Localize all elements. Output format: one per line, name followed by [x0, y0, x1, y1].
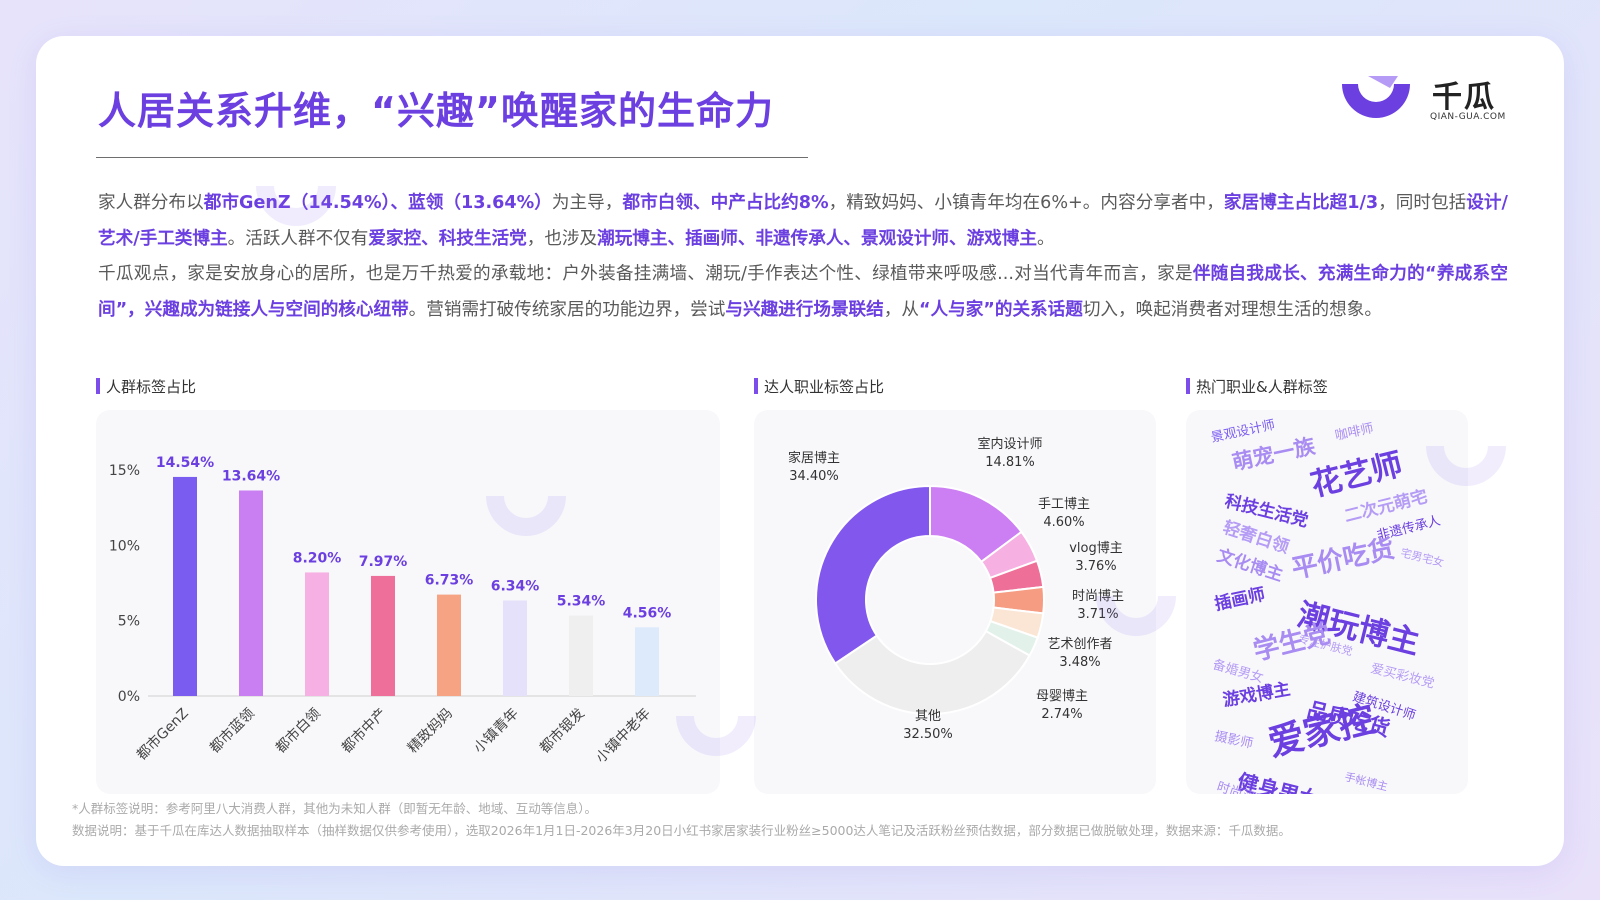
bar-value-label: 8.20% [293, 550, 342, 566]
donut-chart-panel: 家居博主 34.40% 室内设计师 14.81% 手工博主 4.60% vlog博主 3.76… [754, 410, 1156, 794]
summary-paragraph-1: 家人群分布以都市GenZ（14.54%）、蓝领（13.64%）为主导，都市白领、… [98, 186, 1508, 257]
summary-text-run: 。活跃人群不仅有 [227, 228, 369, 249]
slice-label: 其他 [915, 709, 941, 724]
word-cloud-term: 学生党 [1250, 618, 1333, 667]
bar-value-label: 4.56% [623, 605, 672, 621]
bar [239, 490, 263, 696]
word-cloud-panel: 景观设计师 咖啡师 萌宠一族 花艺师 科技生活党 二次元萌宅 非遗传承人 轻奢白领 宅男宅女 平价… [1186, 410, 1468, 813]
x-tick-label: 都市GenZ [133, 705, 192, 764]
word-cloud-term: 咖啡师 [1334, 421, 1375, 444]
word-cloud-term: 萌宠一族 [1230, 434, 1318, 475]
slice-percent: 14.81% [985, 455, 1035, 470]
slice-label: 母婴博主 [1036, 689, 1088, 704]
slice-label: 手工博主 [1038, 497, 1090, 512]
slice-percent: 4.60% [1043, 515, 1084, 530]
summary-text-run: ，精致妈妈、小镇青年均在6%+。内容分享者中， [828, 193, 1224, 213]
brand-logo-icon [1342, 76, 1410, 118]
brand-domain: QIAN-GUA.COM [1430, 112, 1506, 122]
highlight-text: 设计/艺术/手工类博主 [98, 193, 1508, 249]
x-tick-label: 小镇中老年 [593, 706, 654, 767]
slice-percent: 2.74% [1041, 707, 1082, 722]
bar [635, 627, 659, 696]
summary-text-run: 。 [1036, 228, 1055, 249]
brand-logo: 千瓜 QIAN-GUA.COM [1338, 70, 1528, 126]
x-tick-label: 都市蓝领 [206, 705, 258, 757]
bar [503, 600, 527, 696]
y-tick-label: 0% [118, 689, 140, 705]
slice-percent: 3.76% [1075, 559, 1116, 574]
bar-value-label: 14.54% [156, 455, 214, 471]
word-cloud-term: 宅男宅女 [1399, 545, 1445, 569]
bar [371, 575, 395, 696]
bar-value-label: 13.64% [222, 468, 280, 484]
slice-label: 家居博主 [788, 450, 840, 466]
highlight-text: 家居博主占比超1/3 [1223, 193, 1379, 213]
report-card: 人居关系升维，“兴趣”唤醒家的生命力 千瓜 QIAN-GUA.COM 家人群分布… [36, 36, 1564, 866]
highlight-text: 潮玩博主、插画师、非遗传承人、景观设计师、游戏博主 [597, 228, 1037, 249]
highlight-text: “人与家”的关系话题 [918, 299, 1083, 320]
slice-percent: 3.71% [1077, 607, 1118, 622]
y-tick-label: 15% [109, 463, 140, 479]
brand-name: 千瓜 [1432, 80, 1496, 115]
word-cloud-term: 摄影师 [1213, 729, 1254, 752]
highlight-text: 伴随自我成长、充满生命力的“养成系空间”，兴趣成为链接人与空间的核心纽带 [98, 264, 1508, 320]
summary-paragraph-2: 千瓜观点，家是安放身心的居所，也是万千热爱的承载地：户外装备挂满墙、潮玩/手作表… [98, 257, 1508, 328]
bar-value-label: 5.34% [557, 594, 606, 610]
summary-text: 家人群分布以都市GenZ（14.54%）、蓝领（13.64%）为主导，都市白领、… [98, 186, 1508, 328]
slice-percent: 32.50% [903, 727, 953, 742]
word-cloud-term: 手帐博主 [1343, 769, 1389, 793]
word-cloud-term: 景观设计师 [1210, 418, 1277, 446]
summary-text-run: 切入，唤起消费者对理想生活的想象。 [1082, 299, 1382, 320]
x-tick-label: 小镇青年 [471, 706, 522, 757]
highlight-text: 都市白领、中产占比约8% [622, 193, 829, 213]
summary-text-run: ，也涉及 [526, 228, 598, 249]
highlight-text: 都市GenZ（14.54%）、蓝领（13.64%） [203, 193, 552, 213]
page-title: 人居关系升维，“兴趣”唤醒家的生命力 [98, 89, 774, 133]
summary-text-run: 。营销需打破传统家居的功能边界，尝试 [408, 299, 726, 320]
word-cloud-term: 平价吃货 [1289, 533, 1397, 585]
donut-section-title: 达人职业标签占比 [754, 376, 884, 397]
summary-text-run: ，从 [883, 299, 919, 320]
bar-section-title: 人群标签占比 [96, 376, 196, 397]
bar-value-label: 6.73% [425, 573, 474, 589]
donut-slice [833, 629, 1031, 715]
slice-label: 艺术创作者 [1047, 637, 1112, 652]
bar-value-label: 7.97% [359, 554, 408, 570]
highlight-text: 与兴趣进行场景联结 [725, 299, 884, 320]
footnotes: *人群标签说明：参考阿里八大消费人群，其他为未知人群（即暂无年龄、地域、互动等信… [72, 798, 1532, 842]
slice-label: 室内设计师 [977, 436, 1042, 452]
summary-text-run: 为主导， [551, 193, 623, 213]
bar-chart: 0% 5% 10% 15% 14.54% 都市GenZ 13.64% 都市蓝领 8.20% 都市白… [109, 455, 696, 767]
bar [437, 594, 461, 696]
slice-percent: 3.48% [1059, 655, 1100, 670]
slice-percent: 34.40% [789, 469, 839, 484]
highlight-text: 爱家控、科技生活党 [368, 228, 527, 249]
bar [173, 476, 197, 696]
bar [569, 615, 593, 696]
summary-text-run: 千瓜观点，家是安放身心的居所，也是万千热爱的承载地：户外装备挂满墙、潮玩/手作表… [98, 264, 1193, 284]
x-tick-label: 精致妈妈 [405, 706, 456, 757]
bar [305, 572, 329, 696]
bar-value-label: 6.34% [491, 578, 540, 594]
y-tick-label: 10% [109, 538, 140, 554]
footnote-data-source: 数据说明：基于千瓜在库达人数据抽取样本（抽样数据仅供参考使用），选取2026年1… [72, 823, 1291, 838]
x-tick-label: 都市中产 [338, 705, 390, 757]
summary-text-run: 家人群分布以 [98, 193, 204, 213]
slice-label: vlog博主 [1069, 541, 1123, 556]
summary-text-run: ，同时包括 [1378, 193, 1467, 213]
word-cloud-term: 插画师 [1213, 584, 1267, 615]
slice-label: 时尚博主 [1072, 589, 1124, 604]
x-tick-label: 都市银发 [536, 705, 588, 757]
title-divider [96, 157, 808, 158]
x-tick-label: 都市白领 [272, 705, 324, 757]
bar-chart-panel: 0% 5% 10% 15% 14.54% 都市GenZ 13.64% 都市蓝领 8.20% 都市白… [96, 410, 720, 794]
donut-chart: 家居博主 34.40% 室内设计师 14.81% 手工博主 4.60% vlog博主 3.76… [788, 436, 1124, 742]
word-cloud-term: 爱买彩妆党 [1369, 661, 1436, 691]
footnote-tag-description: *人群标签说明：参考阿里八大消费人群，其他为未知人群（即暂无年龄、地域、互动等信… [72, 801, 598, 816]
y-tick-label: 5% [118, 614, 140, 630]
donut-slice [815, 484, 931, 665]
cloud-section-title: 热门职业&人群标签 [1186, 376, 1328, 397]
